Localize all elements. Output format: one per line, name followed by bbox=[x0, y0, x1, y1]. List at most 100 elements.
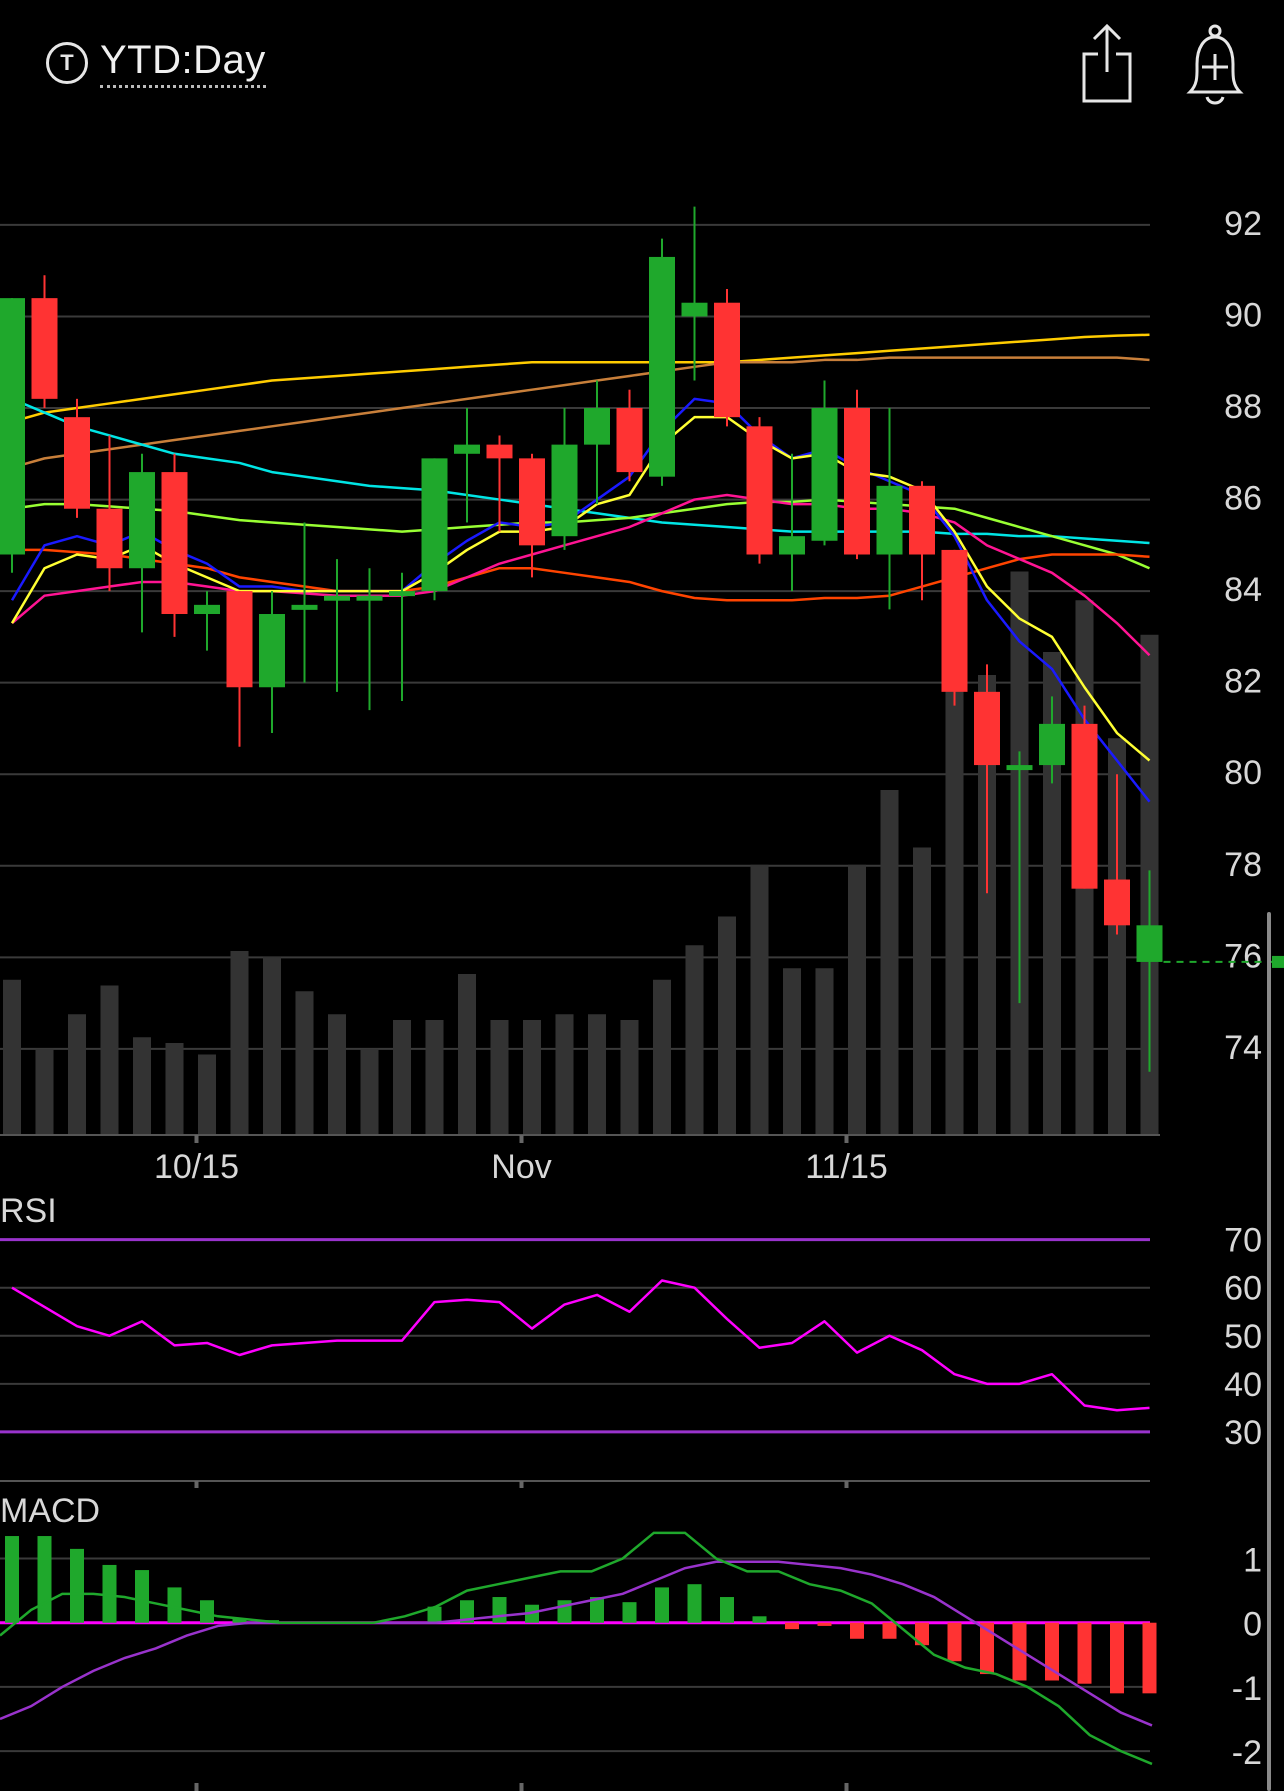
macd-histogram-bar bbox=[882, 1622, 897, 1639]
candle-body bbox=[226, 591, 253, 688]
macd-histogram-bar bbox=[752, 1616, 767, 1623]
macd-signal-line bbox=[0, 1560, 1153, 1727]
candle-body bbox=[681, 302, 708, 317]
volume-bar bbox=[3, 979, 21, 1135]
symbol-t-icon: T bbox=[46, 42, 88, 84]
price-axis-label: 88 bbox=[1224, 388, 1262, 426]
macd-line bbox=[0, 1531, 1153, 1766]
volume-bar bbox=[263, 956, 281, 1135]
candle-body bbox=[96, 508, 123, 569]
macd-histogram-bar bbox=[102, 1564, 117, 1623]
price-axis-label: 78 bbox=[1224, 846, 1262, 884]
macd-histogram-bar bbox=[590, 1597, 604, 1623]
candle-body bbox=[64, 417, 90, 509]
price-axis-label: 90 bbox=[1224, 296, 1262, 334]
candle-body bbox=[1071, 723, 1098, 889]
volume-bar bbox=[978, 675, 996, 1135]
candle-body bbox=[844, 408, 870, 555]
candle-body bbox=[259, 614, 285, 688]
macd-histogram-bar bbox=[687, 1584, 702, 1623]
volume-bar bbox=[848, 864, 866, 1135]
price-axis-label: 74 bbox=[1224, 1029, 1262, 1067]
volume-bar bbox=[68, 1014, 86, 1135]
alert-button[interactable] bbox=[1180, 20, 1250, 110]
candle-body bbox=[291, 604, 318, 610]
candle-body bbox=[779, 536, 805, 555]
volume-bar bbox=[815, 968, 834, 1135]
x-axis-label: 11/15 bbox=[805, 1148, 888, 1186]
moving-average-line bbox=[10, 415, 1151, 762]
candle-body bbox=[1104, 879, 1130, 926]
volume-bar bbox=[100, 985, 119, 1135]
volume-bar bbox=[165, 1043, 184, 1135]
volume-bar bbox=[393, 1020, 411, 1135]
candle-body bbox=[584, 408, 610, 445]
moving-average-line bbox=[11, 498, 1150, 570]
candle-body bbox=[811, 408, 838, 541]
candle-body bbox=[616, 408, 643, 473]
macd-histogram-bar bbox=[947, 1622, 962, 1662]
macd-histogram-bar bbox=[167, 1587, 182, 1623]
x-axis-label: 10/15 bbox=[154, 1148, 239, 1186]
macd-histogram-bar bbox=[70, 1548, 84, 1623]
candle-body bbox=[356, 595, 383, 601]
x-axis-label: Nov bbox=[491, 1148, 551, 1186]
volume-bar bbox=[133, 1037, 151, 1135]
share-icon bbox=[1082, 23, 1132, 103]
candle-body bbox=[746, 426, 773, 555]
macd-axis-label: 0 bbox=[1243, 1606, 1262, 1644]
vertical-scrollbar[interactable] bbox=[1267, 912, 1271, 1791]
candle-body bbox=[454, 444, 480, 454]
candle-body bbox=[714, 302, 740, 418]
macd-histogram-bar bbox=[655, 1587, 669, 1623]
volume-bar bbox=[555, 1014, 574, 1135]
candle-body bbox=[31, 298, 58, 399]
period-label: YTD:Day bbox=[100, 38, 266, 88]
rsi-axis-label: 50 bbox=[1224, 1318, 1262, 1356]
volume-bar bbox=[458, 974, 476, 1135]
volume-bar bbox=[328, 1014, 346, 1135]
macd-axis-label: -2 bbox=[1232, 1734, 1262, 1772]
rsi-line bbox=[11, 1279, 1150, 1412]
share-button[interactable] bbox=[1072, 20, 1142, 110]
price-axis-label: 82 bbox=[1224, 663, 1262, 701]
macd-histogram-bar bbox=[1110, 1622, 1124, 1694]
macd-histogram-bar bbox=[135, 1570, 149, 1623]
candle-body bbox=[974, 691, 1000, 766]
macd-histogram-bar bbox=[720, 1597, 734, 1623]
volume-bar bbox=[198, 1054, 216, 1135]
price-axis-label: 76 bbox=[1224, 937, 1262, 975]
macd-histogram-bar bbox=[850, 1622, 864, 1639]
candle-body bbox=[0, 298, 25, 555]
volume-bar bbox=[783, 968, 801, 1135]
volume-bar bbox=[1108, 738, 1126, 1135]
volume-bar bbox=[523, 1020, 541, 1135]
volume-bar bbox=[718, 916, 736, 1135]
volume-bar bbox=[230, 951, 249, 1135]
price-axis-label: 80 bbox=[1224, 754, 1262, 792]
macd-histogram-bar bbox=[1045, 1622, 1059, 1681]
macd-histogram-bar bbox=[817, 1622, 832, 1626]
period-selector[interactable]: T YTD:Day bbox=[46, 38, 266, 88]
rsi-axis-label: 40 bbox=[1224, 1366, 1262, 1404]
candle-body bbox=[324, 595, 350, 601]
candle-body bbox=[1006, 765, 1033, 771]
bell-plus-icon bbox=[1186, 24, 1244, 105]
rsi-axis-label: 30 bbox=[1224, 1414, 1262, 1452]
moving-average-line bbox=[11, 333, 1150, 423]
candle-body bbox=[389, 591, 415, 597]
volume-bar bbox=[295, 991, 314, 1135]
candle-body bbox=[421, 458, 448, 592]
price-axis-label: 86 bbox=[1224, 480, 1262, 518]
candle-body bbox=[486, 444, 513, 459]
macd-histogram-bar bbox=[1077, 1622, 1092, 1684]
rsi-title: RSI bbox=[0, 1192, 57, 1230]
rsi-axis-label: 70 bbox=[1224, 1222, 1262, 1260]
volume-bar bbox=[880, 790, 899, 1135]
macd-histogram-bar bbox=[1012, 1622, 1027, 1681]
macd-histogram-bar bbox=[37, 1536, 52, 1623]
volume-bar bbox=[588, 1014, 606, 1135]
candle-body bbox=[941, 549, 968, 692]
volume-bar bbox=[490, 1020, 509, 1135]
